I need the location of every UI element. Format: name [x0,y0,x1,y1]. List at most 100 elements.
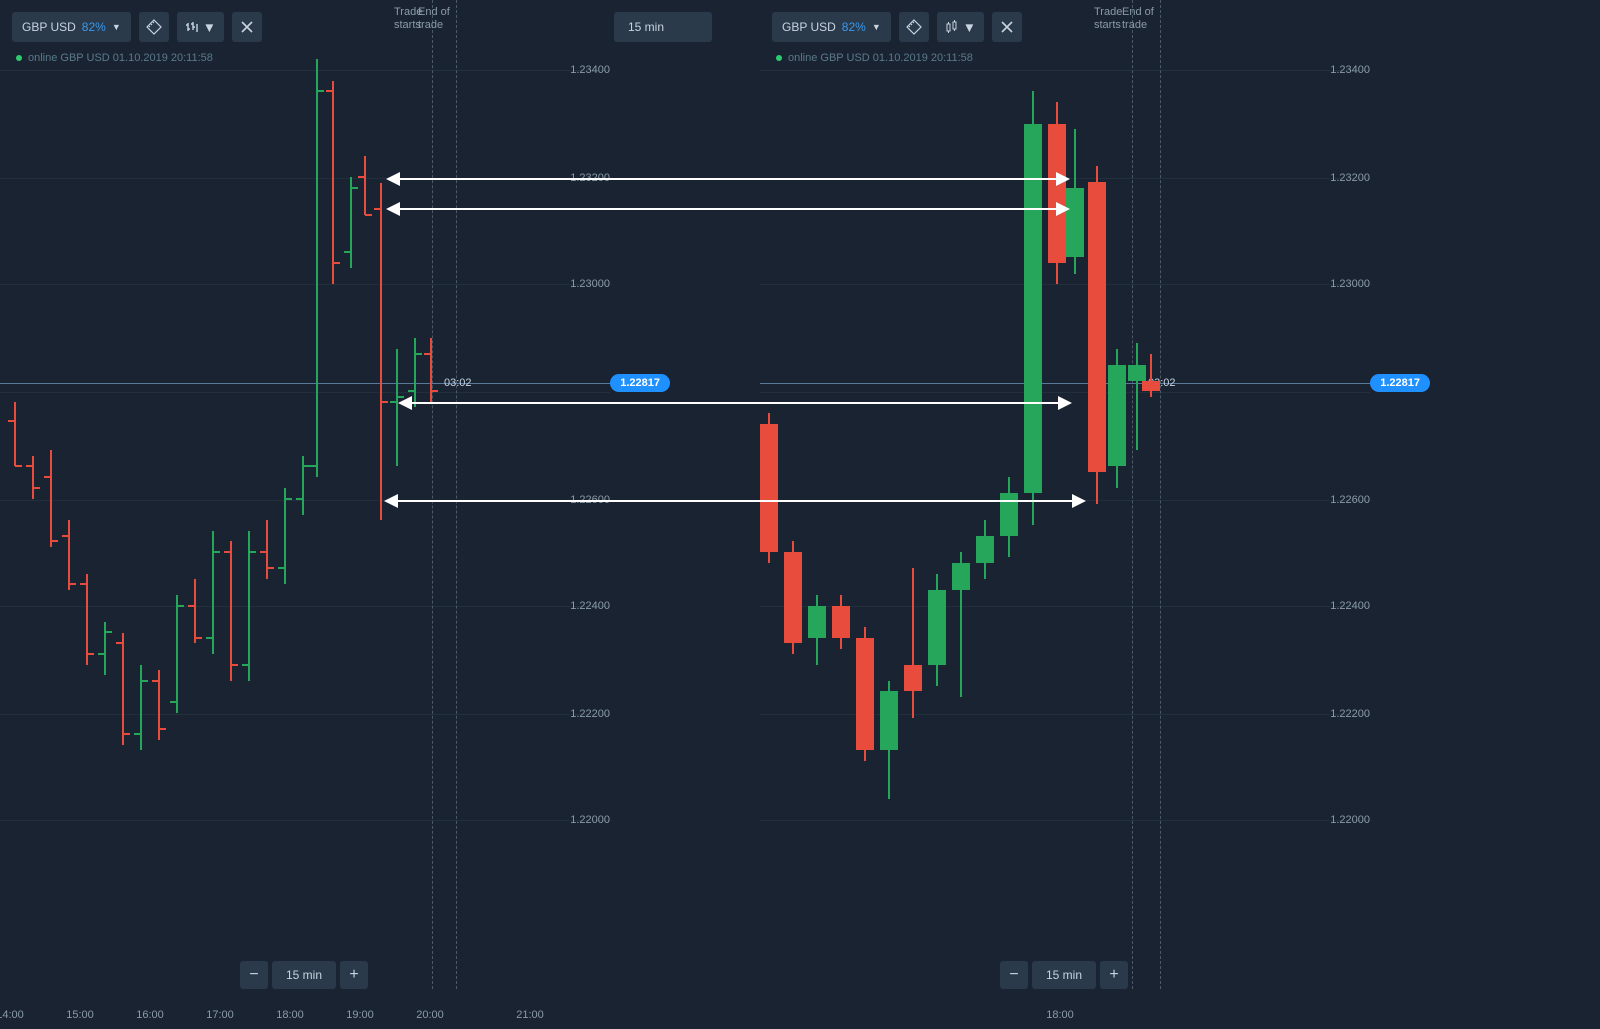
zoom-in-button[interactable]: + [340,961,368,989]
ohlc-bar [310,59,324,477]
status-line-left: online GBP USD 01.10.2019 20:11:58 [16,52,213,64]
ohlc-bar [224,541,238,680]
ohlc-bar [152,670,166,740]
trade-boundary-line [456,0,457,989]
y-axis-label: 1.23200 [1330,172,1370,184]
ohlc-bar [8,402,22,466]
tf-controls: −15 min+ [1000,961,1128,989]
pair-selector[interactable]: GBP USD 82% ▼ [12,12,131,42]
comparison-arrow [386,500,1084,502]
pair-selector[interactable]: GBP USD 82% ▼ [772,12,891,42]
chart-pane-right: GBP USD 82% ▼ ▼ online GBP USD 01.10.201… [760,0,1600,1029]
candlestick [928,574,946,687]
gridline [760,606,1370,607]
current-price-badge: 1.22817 [1370,374,1430,392]
caret-down-icon: ▼ [872,22,881,32]
pair-label: GBP USD [22,20,76,34]
y-axis-label: 1.22000 [570,814,610,826]
ohlc-bar [358,156,372,215]
ohlc-bar [170,595,184,713]
chart-type-icon[interactable]: ▼ [937,12,984,42]
trade-boundary-label: End oftrade [418,6,450,32]
toolbar-left: GBP USD 82% ▼ ▼ [12,12,262,42]
close-icon[interactable] [992,12,1022,42]
pair-label: GBP USD [782,20,836,34]
ohlc-bar [26,456,40,499]
gridline [0,70,610,71]
x-axis-label: 16:00 [136,1009,164,1021]
y-axis-label: 1.22200 [1330,708,1370,720]
comparison-arrow [388,208,1068,210]
zoom-in-button[interactable]: + [1100,961,1128,989]
ohlc-bar [296,456,310,515]
candlestick [1024,91,1042,525]
candlestick [808,595,826,665]
close-icon[interactable] [232,12,262,42]
ohlc-bar [62,520,76,590]
caret-down-icon: ▼ [963,20,976,35]
ohlc-bar [134,665,148,751]
gridline [0,284,610,285]
zoom-out-button[interactable]: − [240,961,268,989]
payout-pct: 82% [842,20,866,34]
candlestick [1142,354,1160,397]
y-axis-label: 1.22400 [570,600,610,612]
candlestick [1088,166,1106,504]
trade-boundary-label: End oftrade [1122,6,1154,32]
y-axis-label: 1.23000 [1330,278,1370,290]
x-axis-label: 15:00 [66,1009,94,1021]
gridline [760,820,1370,821]
y-axis-label: 1.23400 [1330,64,1370,76]
caret-down-icon: ▼ [203,20,216,35]
ohlc-bar [260,520,274,579]
candlestick [952,552,970,697]
ohlc-bar [344,177,358,268]
ruler-icon[interactable] [139,12,169,42]
ohlc-bar [424,338,438,402]
ruler-icon[interactable] [899,12,929,42]
candlestick [904,568,922,718]
candlestick [1108,349,1126,488]
ohlc-bar [242,531,256,681]
trade-boundary-line [1132,0,1133,989]
trade-boundary-line [432,0,433,989]
gridline [0,714,610,715]
x-axis-label: 18:00 [1046,1009,1074,1021]
y-axis-label: 1.22600 [1330,494,1370,506]
candlestick [760,413,778,563]
status-text: online GBP USD 01.10.2019 20:11:58 [788,52,973,64]
y-axis-label: 1.23400 [570,64,610,76]
gridline [760,392,1370,393]
x-axis-label: 14:00 [0,1009,24,1021]
timeframe-badge[interactable]: 15 min [614,12,712,42]
comparison-arrow [388,178,1068,180]
y-axis-label: 1.22400 [1330,600,1370,612]
caret-down-icon: ▼ [112,22,121,32]
ohlc-bar [98,622,112,676]
current-price-badge: 1.22817 [610,374,670,392]
trade-boundary-line [1160,0,1161,989]
gridline [0,820,610,821]
candlestick [784,541,802,654]
ohlc-bar [188,579,202,643]
ohlc-bar [116,633,130,746]
current-price-line [760,383,1370,384]
x-axis-label: 19:00 [346,1009,374,1021]
ohlc-bar [374,183,388,521]
zoom-out-button[interactable]: − [1000,961,1028,989]
chart-type-icon[interactable]: ▼ [177,12,224,42]
ohlc-bar [278,488,292,584]
status-text: online GBP USD 01.10.2019 20:11:58 [28,52,213,64]
candlestick [856,627,874,761]
gridline [760,70,1370,71]
gridline [760,714,1370,715]
online-dot-icon [16,55,22,61]
current-price-line [0,383,610,384]
online-dot-icon [776,55,782,61]
status-line-right: online GBP USD 01.10.2019 20:11:58 [776,52,973,64]
payout-pct: 82% [82,20,106,34]
y-axis-label: 1.22000 [1330,814,1370,826]
ohlc-bar [80,574,94,665]
toolbar-right: GBP USD 82% ▼ ▼ [772,12,1022,42]
candlestick [832,595,850,649]
